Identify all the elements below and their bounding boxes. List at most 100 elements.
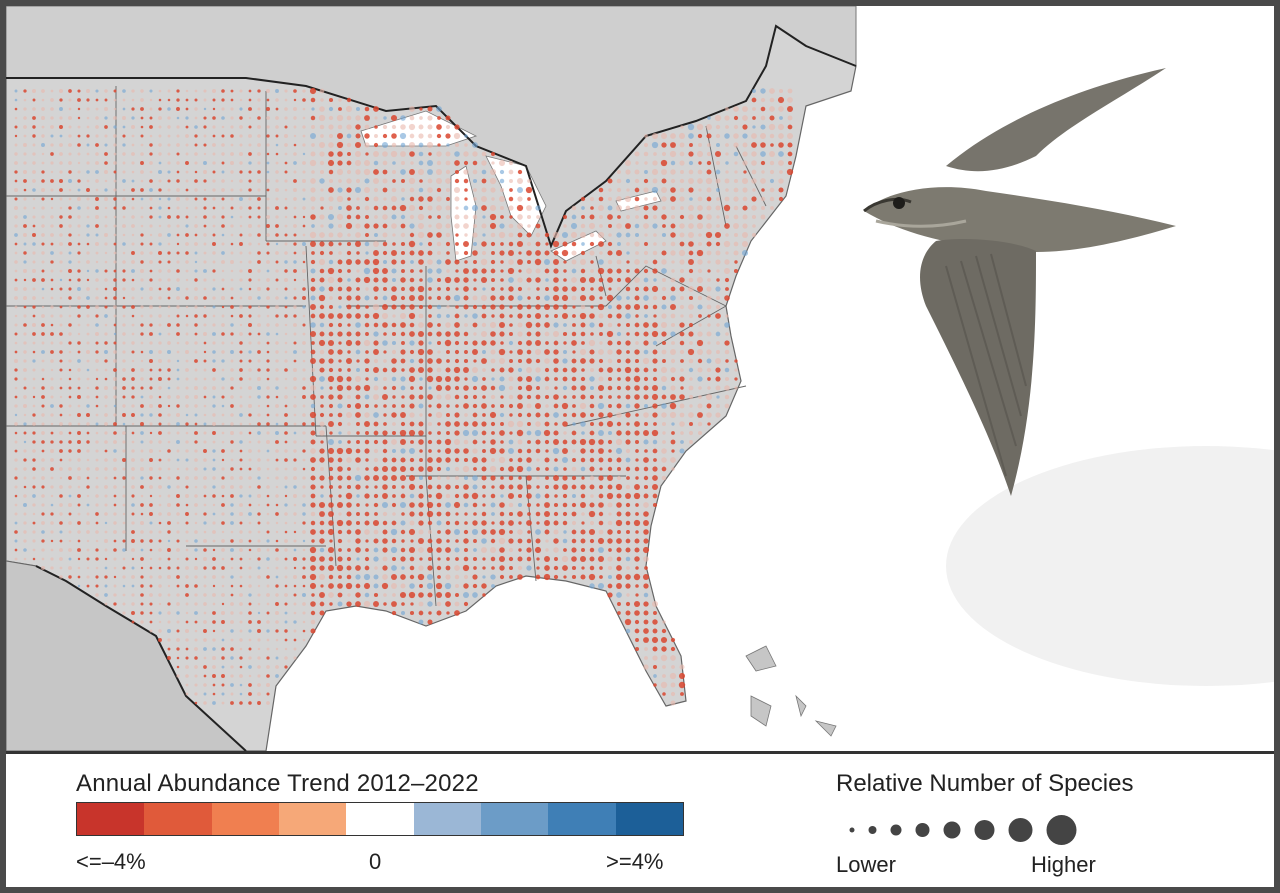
trend-dot	[167, 458, 171, 462]
trend-dot	[140, 206, 144, 210]
trend-dot	[454, 376, 460, 382]
trend-dot	[643, 304, 649, 310]
trend-dot	[409, 169, 415, 175]
trend-dot	[257, 143, 261, 147]
trend-dot	[697, 349, 703, 355]
trend-dot	[409, 403, 415, 409]
trend-dot	[363, 339, 371, 347]
trend-dot	[472, 583, 478, 589]
trend-dot	[473, 287, 477, 291]
trend-dot	[428, 413, 432, 417]
trend-dot	[149, 422, 153, 426]
trend-dot	[400, 124, 406, 130]
trend-dot	[742, 142, 748, 148]
trend-dot	[499, 313, 505, 319]
trend-dot	[346, 133, 352, 139]
trend-dot	[608, 197, 612, 201]
trend-dot	[464, 377, 468, 381]
trend-dot	[212, 602, 216, 606]
trend-dot	[95, 548, 99, 552]
trend-dot	[723, 240, 731, 248]
trend-dot	[309, 582, 317, 590]
trend-dot	[104, 224, 108, 228]
trend-dot	[698, 161, 702, 165]
trend-dot	[185, 440, 189, 444]
trend-dot	[363, 168, 371, 176]
trend-dot	[419, 449, 423, 453]
trend-dot	[50, 386, 54, 390]
trend-dot	[788, 161, 792, 165]
trend-dot	[770, 206, 774, 210]
trend-dot	[608, 449, 612, 453]
trend-dot	[517, 403, 523, 409]
trend-dot	[454, 385, 460, 391]
trend-dot	[508, 241, 514, 247]
trend-dot	[41, 332, 45, 336]
trend-dot	[176, 557, 180, 561]
trend-dot	[302, 386, 306, 390]
map-svg	[6, 6, 1274, 751]
trend-dot	[373, 187, 379, 193]
trend-dot	[149, 314, 153, 318]
trend-dot	[266, 476, 270, 480]
trend-dot	[77, 125, 81, 129]
trend-dot	[310, 214, 316, 220]
trend-dot	[346, 502, 352, 508]
trend-dot	[688, 277, 694, 283]
trend-dot	[571, 565, 577, 571]
trend-dot	[652, 322, 658, 328]
trend-dot	[77, 440, 81, 444]
trend-dot	[41, 188, 45, 192]
trend-dot	[508, 205, 514, 211]
trend-dot	[113, 449, 117, 453]
trend-dot	[345, 492, 353, 500]
trend-dot	[266, 593, 270, 597]
trend-dot	[167, 521, 171, 525]
trend-dot	[417, 573, 425, 581]
trend-dot	[365, 233, 369, 237]
trend-dot	[275, 287, 279, 291]
trend-dot	[329, 386, 333, 390]
trend-dot	[122, 89, 126, 93]
trend-dot	[68, 332, 72, 336]
trend-dot	[158, 341, 162, 345]
canada-border	[6, 24, 857, 249]
trend-dot	[391, 286, 397, 292]
trend-dot	[742, 214, 748, 220]
trend-dot	[230, 341, 234, 345]
trend-dot	[203, 395, 207, 399]
trend-dot	[257, 683, 261, 687]
trend-dot	[527, 422, 531, 426]
trend-dot	[364, 493, 370, 499]
trend-dot	[399, 591, 407, 599]
trend-dot	[472, 412, 478, 418]
trend-dot	[562, 331, 568, 337]
trend-dot	[149, 503, 153, 507]
trend-dot	[410, 386, 414, 390]
trend-dot	[454, 610, 460, 616]
trend-dot	[104, 521, 108, 525]
trend-dot	[113, 89, 117, 93]
trend-dot	[463, 421, 469, 427]
trend-dot	[526, 547, 532, 553]
trend-dot	[328, 403, 334, 409]
trend-dot	[23, 242, 27, 246]
trend-dot	[401, 485, 405, 489]
trend-dot	[741, 249, 749, 257]
trend-dot	[77, 143, 81, 147]
trend-dot	[444, 447, 452, 455]
trend-dot	[400, 583, 406, 589]
trend-dot	[589, 583, 595, 589]
trend-dot	[221, 692, 225, 696]
trend-dot	[185, 242, 189, 246]
trend-dot	[498, 348, 506, 356]
trend-dot	[95, 170, 99, 174]
trend-dot	[328, 349, 334, 355]
trend-dot	[212, 206, 216, 210]
trend-dot	[221, 413, 225, 417]
trend-dot	[32, 206, 36, 210]
trend-dot	[392, 404, 396, 408]
trend-dot	[194, 539, 198, 543]
trend-dot	[347, 431, 351, 435]
trend-dot	[652, 268, 658, 274]
